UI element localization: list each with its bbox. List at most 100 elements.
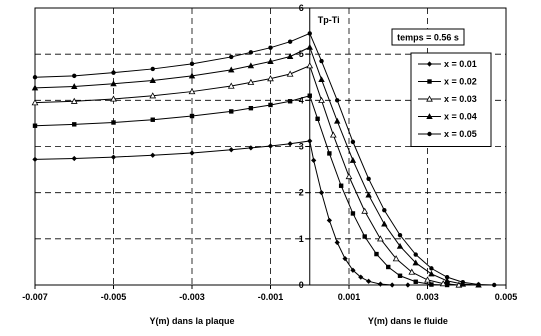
legend-marker	[427, 131, 432, 137]
x-axis-ticks: -0.007 -0.005 -0.003 -0.001 0.001 0.003 0.005	[22, 285, 517, 302]
data-point	[228, 147, 234, 153]
data-point	[338, 183, 344, 188]
x-tick-label: 0.003	[416, 292, 439, 302]
data-point	[32, 75, 38, 80]
legend-item: x = 0.05	[418, 129, 477, 139]
data-point	[72, 73, 77, 79]
data-point	[334, 239, 340, 246]
x-axis-label-fluid: Y(m) dans le fluide	[368, 316, 448, 326]
data-point	[268, 102, 273, 108]
data-point	[150, 152, 156, 158]
data-point	[31, 99, 39, 106]
data-point	[307, 138, 313, 144]
y-tick-label: 3	[299, 142, 304, 152]
legend-marker	[426, 95, 433, 102]
y-axis-ticks: 0 1 2 3 4 5 6	[299, 3, 310, 290]
data-point	[439, 280, 447, 287]
y-tick-label: 2	[299, 188, 304, 198]
data-point	[413, 279, 418, 284]
legend-item: x = 0.04	[418, 112, 477, 122]
data-point	[188, 72, 196, 79]
data-point	[315, 116, 320, 121]
legend: temps = 0.56 s x = 0.01x = 0.02x = 0.03x…	[391, 28, 492, 147]
data-point	[318, 96, 325, 103]
data-point	[350, 211, 356, 216]
x-tick-label: 0.001	[338, 292, 361, 302]
data-point	[31, 84, 39, 91]
data-point	[267, 58, 274, 65]
data-point	[149, 92, 157, 99]
data-point	[286, 53, 294, 59]
data-point	[111, 70, 116, 75]
data-point	[365, 191, 372, 198]
data-point	[287, 39, 293, 44]
data-point	[397, 273, 403, 278]
x-tick-label: -0.005	[101, 292, 127, 302]
legend-label: x = 0.01	[444, 59, 477, 69]
data-point	[389, 282, 395, 288]
data-point	[382, 208, 387, 213]
data-point	[392, 255, 400, 262]
data-point	[306, 62, 314, 69]
data-point	[350, 139, 356, 145]
data-point	[149, 77, 156, 83]
legend-label: x = 0.04	[444, 112, 477, 122]
y-tick-label: 5	[299, 49, 304, 59]
series-line	[34, 65, 459, 286]
data-point	[307, 93, 312, 98]
data-point	[443, 277, 451, 284]
data-point	[350, 267, 356, 273]
legend-items: x = 0.01 x = 0.02 x = 0.03 x = 0.04 x = 0.05	[418, 59, 477, 139]
series-4	[31, 43, 482, 288]
data-point	[110, 80, 117, 87]
data-point	[366, 278, 372, 284]
legend-item: x = 0.02	[418, 77, 477, 87]
y-tick-label: 0	[299, 280, 304, 290]
data-point	[268, 45, 273, 50]
data-point	[366, 176, 371, 182]
data-point	[110, 154, 117, 160]
legend-label: x = 0.05	[444, 129, 477, 139]
data-point	[228, 66, 235, 73]
y-tick-label: 1	[299, 234, 304, 244]
data-point	[444, 282, 450, 288]
data-point	[405, 282, 411, 288]
data-point	[229, 109, 234, 114]
data-point	[362, 234, 367, 239]
data-point	[188, 88, 196, 95]
data-point	[150, 66, 155, 72]
data-point	[307, 31, 312, 36]
data-point	[381, 220, 388, 227]
data-point	[358, 274, 364, 280]
data-point	[71, 155, 77, 162]
data-point	[32, 123, 38, 128]
x-tick-label: -0.003	[179, 292, 205, 302]
data-point	[110, 95, 117, 102]
data-point	[287, 99, 293, 104]
data-point	[361, 207, 369, 214]
y-tick-label: 6	[299, 3, 304, 13]
y-axis-label: Tp-Ti	[318, 15, 340, 25]
data-point	[349, 157, 357, 163]
data-point	[318, 76, 325, 83]
data-point	[248, 50, 254, 55]
data-point	[492, 282, 497, 288]
x-tick-label: -0.001	[258, 292, 284, 302]
data-point	[374, 251, 379, 257]
data-point	[319, 58, 324, 64]
legend-label: x = 0.02	[444, 77, 477, 87]
data-point	[189, 113, 195, 119]
data-point	[444, 274, 450, 280]
series-3	[31, 62, 463, 288]
data-point	[334, 117, 341, 124]
data-point	[71, 83, 78, 89]
data-point	[287, 141, 293, 147]
legend-marker	[426, 113, 433, 119]
x-tick-label: -0.007	[22, 292, 48, 302]
legend-item: x = 0.03	[418, 94, 477, 104]
data-point	[32, 156, 38, 163]
data-point	[327, 151, 332, 156]
data-point	[424, 276, 431, 283]
series-2	[32, 93, 450, 288]
